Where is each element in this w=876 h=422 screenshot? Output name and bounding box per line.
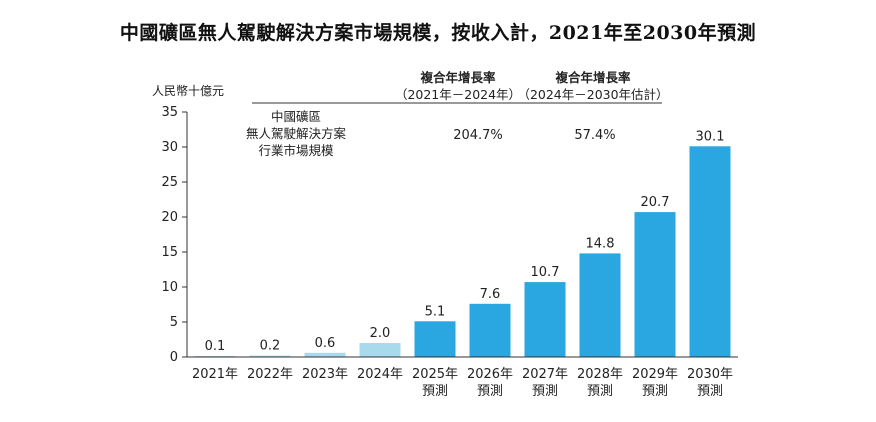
series-label-line: 無人駕駛解決方案 (246, 126, 347, 141)
x-tick-label: 預測 (477, 384, 503, 399)
series-label-line: 中國礦區 (271, 109, 321, 124)
bar (414, 321, 456, 357)
bar (524, 282, 566, 357)
bar-value-label: 0.1 (205, 339, 226, 354)
x-tick-label: 2024年 (357, 367, 403, 382)
bar (304, 352, 346, 357)
cagr-heading: 複合年增長率 (554, 70, 631, 85)
x-tick-label: 2023年 (302, 367, 348, 382)
cagr-period: （2021年－2024年） (395, 87, 521, 102)
x-tick-label: 預測 (532, 384, 558, 399)
bar-value-label: 14.8 (586, 236, 615, 251)
x-tick-label: 2026年 (467, 367, 513, 382)
x-tick-label: 2021年 (192, 367, 238, 382)
x-tick-label: 2027年 (522, 367, 568, 382)
bar-value-label: 2.0 (370, 326, 391, 341)
bar-value-label: 30.1 (696, 129, 725, 144)
y-tick-label: 30 (161, 140, 178, 155)
y-tick-label: 25 (161, 175, 178, 190)
x-tick-label: 預測 (642, 384, 668, 399)
x-tick-label: 2029年 (632, 367, 678, 382)
cagr-period: （2024年－2030年估計） (517, 87, 668, 102)
y-tick-label: 10 (161, 280, 178, 295)
bars: 0.1 0.2 0.6 2.0 5.1 7.6 10.7 14.8 20.7 30.1 (194, 129, 731, 357)
x-tick-label: 2022年 (247, 367, 293, 382)
series-label-line: 行業市場規模 (258, 143, 334, 158)
x-tick-label: 預測 (587, 384, 613, 399)
y-tick-label: 35 (161, 105, 178, 120)
bar (359, 343, 401, 357)
x-tick-label: 2030年 (687, 367, 733, 382)
x-tick-label: 預測 (422, 384, 448, 399)
cagr-value: 204.7% (453, 128, 503, 143)
cagr-headers: 複合年增長率 （2021年－2024年） 複合年增長率 （2024年－2030年估計） (395, 70, 669, 102)
y-tick-label: 5 (170, 315, 178, 330)
x-tick-label: 2028年 (577, 367, 623, 382)
y-tick-label: 15 (161, 245, 178, 260)
bar-value-label: 5.1 (425, 304, 446, 319)
x-tick-label: 2025年 (412, 367, 458, 382)
bar-value-label: 7.6 (480, 287, 501, 302)
cagr-heading: 複合年增長率 (419, 70, 496, 85)
bar (689, 146, 731, 357)
y-axis: 0 5 10 15 20 25 30 35 (161, 105, 188, 365)
y-tick-label: 20 (161, 210, 178, 225)
chart-title: 中國礦區無人駕駛解決方案市場規模，按收入計，2021年至2030年預測 (119, 22, 757, 44)
y-tick-label: 0 (170, 350, 178, 365)
bar-value-label: 0.6 (315, 336, 336, 351)
bar-value-label: 10.7 (531, 265, 560, 280)
bar-value-label: 0.2 (260, 339, 281, 354)
bar (579, 253, 621, 357)
x-tick-label: 預測 (697, 384, 723, 399)
bar (249, 355, 291, 357)
bar (634, 212, 676, 357)
bar-value-label: 20.7 (641, 195, 670, 210)
cagr-value: 57.4% (574, 128, 615, 143)
cagr-values: 204.7% 57.4% (453, 128, 615, 143)
bar (469, 303, 511, 357)
y-axis-label: 人民幣十億元 (152, 84, 224, 98)
